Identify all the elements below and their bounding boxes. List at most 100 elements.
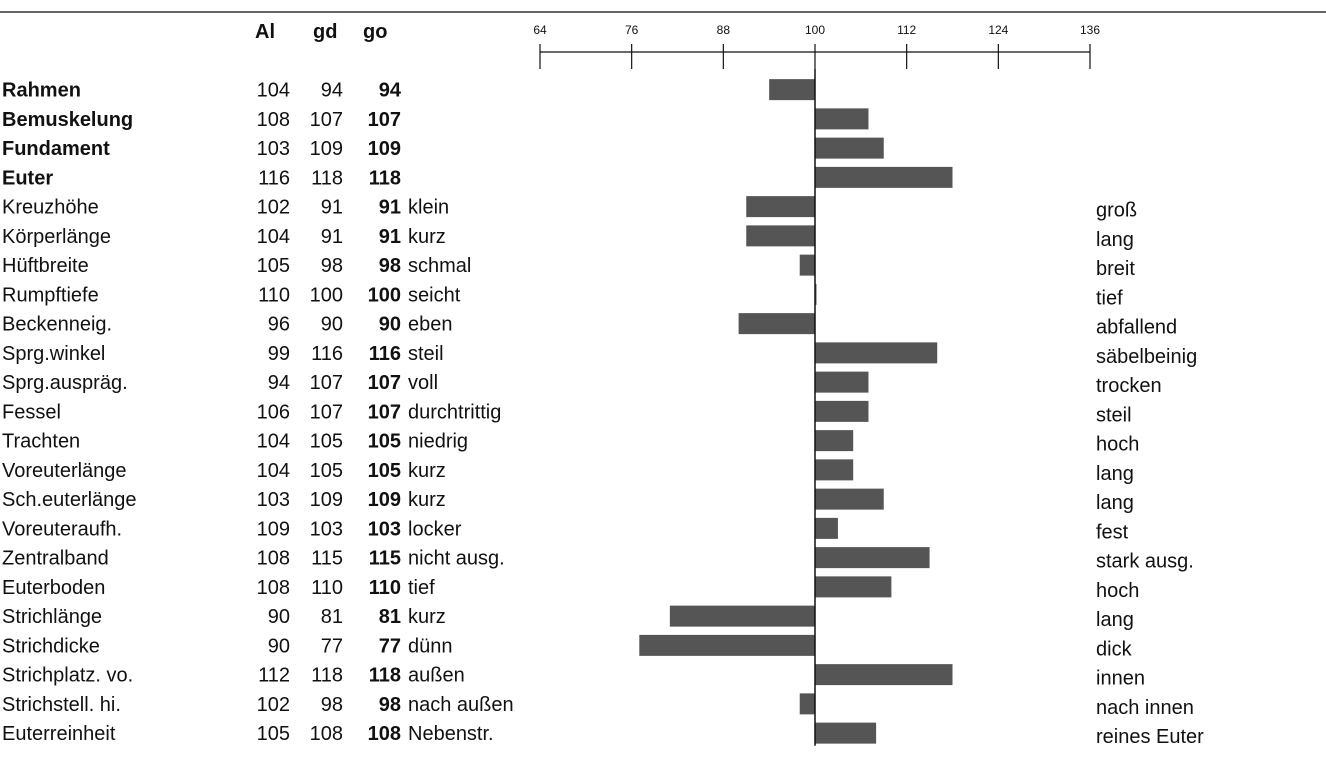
trait-low-descriptor: Nebenstr. [408, 723, 494, 745]
go-bar [815, 371, 869, 393]
al-value: 104 [257, 226, 290, 248]
go-bar [815, 459, 854, 481]
trait-high-descriptor: steil [1096, 404, 1132, 426]
gd-value: 109 [310, 489, 343, 511]
trait-row: Bemuskelung 108 107 107 [2, 108, 869, 131]
trait-label: Bemuskelung [2, 109, 133, 131]
al-value: 106 [257, 401, 290, 423]
trait-low-descriptor: außen [408, 665, 465, 687]
trait-row: Voreuterlänge 104 105 105 kurz lang [2, 459, 1134, 485]
trait-low-descriptor: voll [408, 372, 438, 394]
trait-row: Fessel 106 107 107 durchtrittig steil [2, 400, 1132, 426]
gd-value: 118 [311, 665, 343, 687]
trait-label: Euterboden [2, 577, 105, 599]
go-value: 105 [368, 431, 401, 453]
trait-row: Beckenneig. 96 90 90 eben abfallend [2, 313, 1177, 339]
go-bar [746, 225, 815, 247]
go-value: 90 [379, 314, 401, 336]
gd-value: 91 [321, 197, 343, 219]
go-value: 115 [369, 548, 401, 570]
trait-high-descriptor: fest [1096, 521, 1129, 543]
go-value: 98 [379, 694, 401, 716]
gd-value: 118 [311, 167, 343, 189]
trait-low-descriptor: eben [408, 314, 453, 336]
trait-row: Fundament 103 109 109 [2, 137, 884, 160]
trait-row: Euter 116 118 118 [2, 166, 953, 189]
trait-label: Strichplatz. vo. [2, 665, 133, 687]
go-bar [799, 254, 815, 276]
trait-high-descriptor: hoch [1096, 580, 1139, 602]
header-go: go [363, 21, 387, 43]
trait-label: Fessel [2, 401, 61, 423]
trait-low-descriptor: nach außen [408, 694, 514, 716]
go-bar [815, 488, 884, 510]
trait-high-descriptor: lang [1096, 609, 1134, 631]
go-bar [815, 547, 930, 569]
al-value: 110 [258, 284, 290, 306]
trait-row: Trachten 104 105 105 niedrig hoch [2, 430, 1139, 456]
trait-label: Strichstell. hi. [2, 694, 121, 716]
trait-label: Voreuterlänge [2, 460, 127, 482]
gd-value: 100 [310, 284, 343, 306]
gd-value: 108 [310, 723, 343, 745]
trait-high-descriptor: breit [1096, 258, 1135, 280]
trait-row: Euterboden 108 110 110 tief hoch [2, 576, 1139, 602]
al-value: 109 [257, 518, 290, 540]
go-value: 100 [368, 284, 401, 306]
scale-axis: 64 76 88 100 112 124 136 [533, 23, 1100, 69]
go-bar [799, 693, 815, 715]
trait-label: Kreuzhöhe [2, 197, 99, 219]
trait-low-descriptor: klein [408, 197, 449, 219]
go-value: 107 [368, 372, 401, 394]
trait-row: Sch.euterlänge 103 109 109 kurz lang [2, 488, 1134, 514]
gd-value: 105 [310, 460, 343, 482]
go-bar [815, 576, 892, 598]
trait-label: Körperlänge [2, 226, 111, 248]
trait-label: Rahmen [2, 80, 81, 102]
trait-high-descriptor: hoch [1096, 434, 1139, 456]
al-value: 105 [257, 723, 290, 745]
gd-value: 107 [310, 109, 343, 131]
al-value: 105 [257, 255, 290, 277]
axis-tick-label: 100 [805, 23, 825, 37]
trait-low-descriptor: durchtrittig [408, 401, 501, 423]
al-value: 108 [257, 548, 290, 570]
go-value: 118 [369, 665, 401, 687]
trait-low-descriptor: locker [408, 518, 462, 540]
gd-value: 98 [321, 255, 343, 277]
axis-tick-label: 124 [988, 23, 1008, 37]
trait-high-descriptor: groß [1096, 200, 1137, 222]
trait-high-descriptor: stark ausg. [1096, 551, 1194, 573]
trait-low-descriptor: kurz [408, 606, 446, 628]
go-value: 81 [379, 606, 401, 628]
go-value: 110 [369, 577, 401, 599]
go-bar [769, 79, 815, 101]
go-bar [815, 137, 884, 159]
gd-value: 116 [311, 343, 343, 365]
go-value: 109 [368, 489, 401, 511]
al-value: 90 [268, 606, 290, 628]
go-bar [746, 196, 815, 218]
trait-low-descriptor: kurz [408, 489, 446, 511]
go-value: 109 [368, 138, 401, 160]
gd-value: 94 [321, 80, 343, 102]
go-value: 108 [368, 723, 401, 745]
trait-row: Körperlänge 104 91 91 kurz lang [2, 225, 1134, 251]
trait-label: Hüftbreite [2, 255, 89, 277]
trait-high-descriptor: lang [1096, 229, 1134, 251]
al-value: 102 [257, 197, 290, 219]
trait-label: Sprg.auspräg. [2, 372, 128, 394]
trait-row: Sprg.winkel 99 116 116 steil säbelbeinig [2, 342, 1197, 368]
gd-value: 107 [310, 401, 343, 423]
trait-high-descriptor: abfallend [1096, 317, 1177, 339]
gd-value: 109 [310, 138, 343, 160]
trait-low-descriptor: dünn [408, 635, 453, 657]
gd-value: 110 [311, 577, 343, 599]
trait-label: Fundament [2, 138, 110, 160]
al-value: 104 [257, 460, 290, 482]
trait-label: Rumpftiefe [2, 284, 99, 306]
trait-low-descriptor: kurz [408, 460, 446, 482]
al-value: 103 [257, 489, 290, 511]
go-value: 94 [379, 80, 402, 102]
